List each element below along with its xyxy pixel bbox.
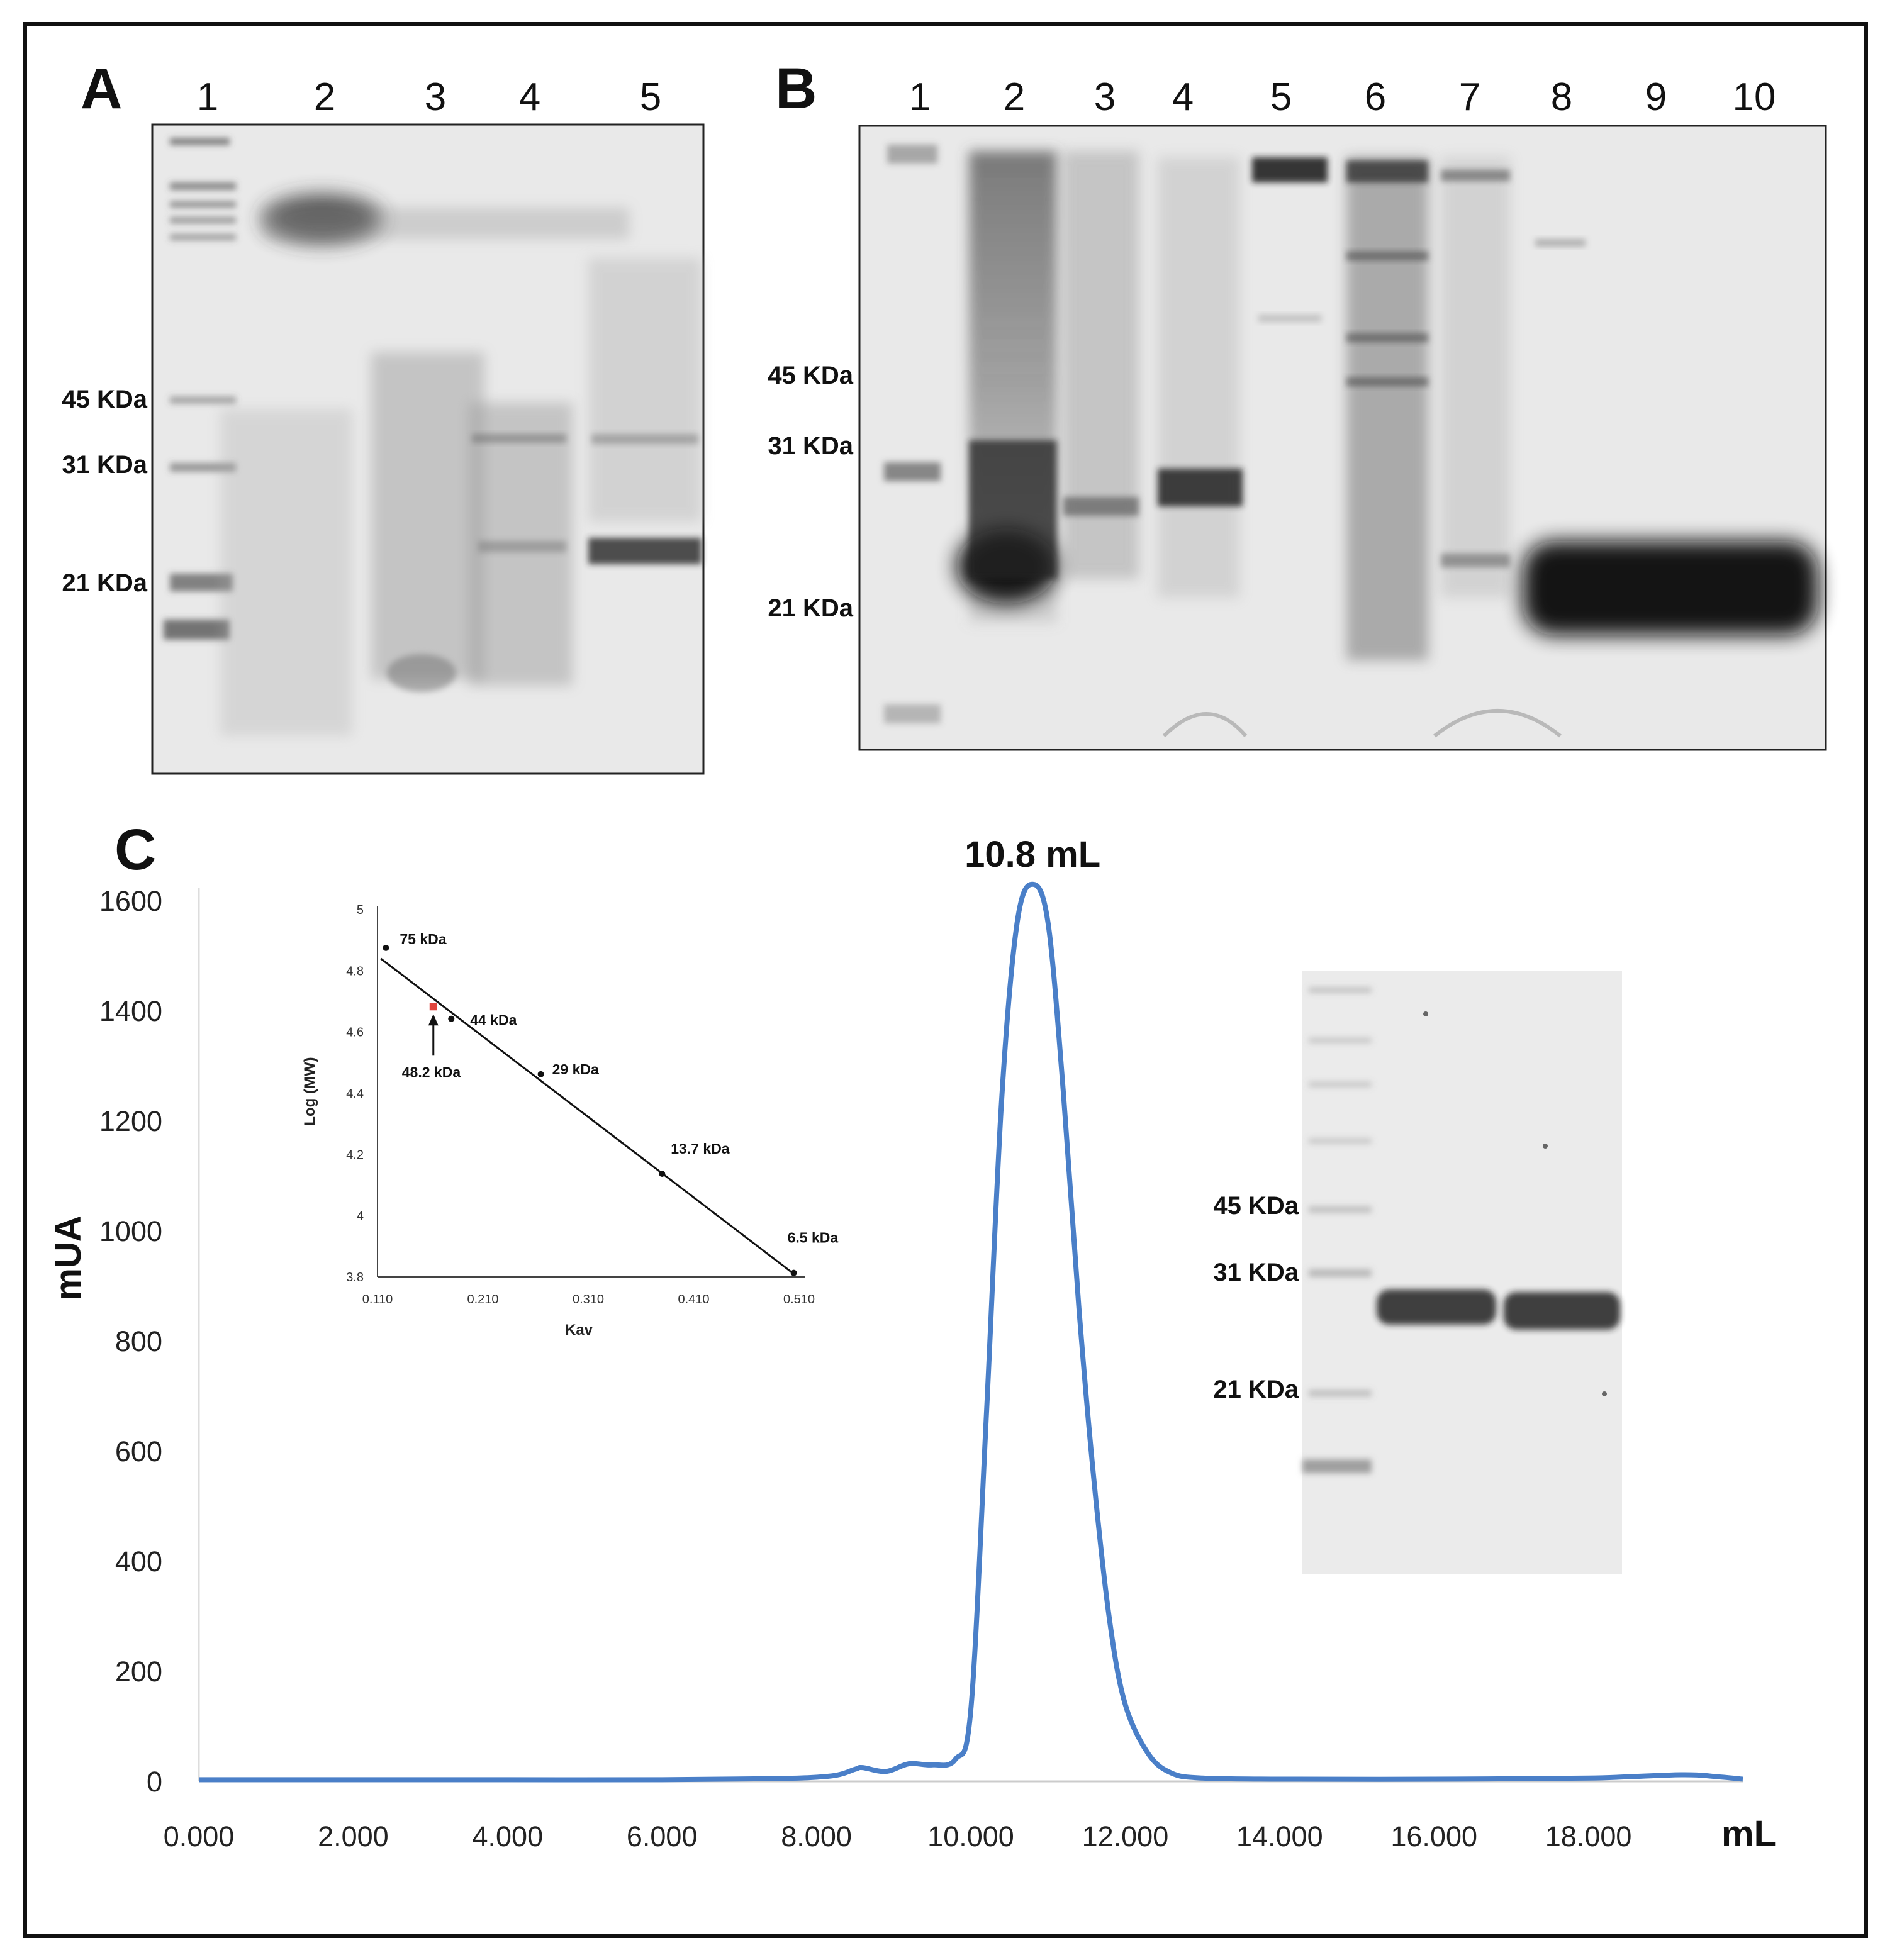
panel-a-gel — [151, 123, 705, 775]
y-tick-label: 1400 — [99, 995, 162, 1027]
calibration-point — [537, 1071, 544, 1077]
panel-b-lane-label: 6 — [1365, 75, 1386, 119]
inset-y-tick-label: 4.4 — [346, 1087, 364, 1101]
inset-y-tick-label: 5 — [357, 903, 364, 917]
panel-a-lane-label: 3 — [425, 75, 446, 119]
x-axis-title: mL — [1721, 1813, 1776, 1854]
calibration-point — [659, 1170, 666, 1177]
calibration-point-label: 44 kDa — [470, 1012, 517, 1028]
inset-x-tick-label: 0.110 — [362, 1293, 393, 1306]
x-tick-label: 12.000 — [1082, 1820, 1169, 1852]
x-tick-label: 18.000 — [1545, 1820, 1632, 1852]
panel-a-marker-31: 31 KDa — [62, 451, 147, 479]
calibration-point — [383, 944, 389, 951]
panel-c: C 0 200 400 600 800 1000 1200 1400 1600 0.000 2.00… — [48, 818, 1776, 1854]
panel-a: A 1 2 3 4 5 — [62, 57, 705, 775]
y-axis-title: mUA — [48, 1215, 89, 1300]
panel-a-marker-21: 21 KDa — [62, 569, 147, 597]
inset-y-tick-label: 4 — [357, 1210, 364, 1223]
estimate-label: 48.2 kDa — [402, 1064, 461, 1080]
panel-a-lane-label: 2 — [314, 75, 335, 119]
calibration-point-label: 13.7 kDa — [671, 1140, 730, 1157]
panel-b-gel — [858, 125, 1827, 751]
x-tick-label: 16.000 — [1390, 1820, 1477, 1852]
y-tick-label: 1600 — [99, 885, 162, 917]
panel-b-letter: B — [775, 57, 817, 121]
panel-a-letter: A — [81, 57, 122, 121]
peak-annotation: 10.8 mL — [965, 834, 1100, 875]
inset-x-tick-label: 0.210 — [467, 1293, 498, 1306]
panel-b-marker-31: 31 KDa — [768, 432, 853, 460]
panel-a-lane-label: 4 — [519, 75, 540, 119]
estimate-arrow-head — [428, 1014, 439, 1026]
calibration-inset: 3.8 4 4.2 4.4 4.6 4.8 5 0.110 0.210 0.310 0.410 0.5… — [301, 903, 838, 1339]
x-tick-label: 4.000 — [472, 1820, 543, 1852]
chromatogram-line — [199, 881, 1743, 1783]
inset-x-title: Kav — [565, 1322, 593, 1339]
y-tick-label: 1000 — [99, 1215, 162, 1247]
calibration-point — [790, 1269, 797, 1276]
panel-c-marker-21: 21 KDa — [1213, 1376, 1299, 1403]
panel-b-lane-label: 1 — [909, 75, 931, 119]
x-tick-label: 10.000 — [927, 1820, 1014, 1852]
panel-a-lane-label: 5 — [640, 75, 661, 119]
inset-y-tick-label: 4.6 — [346, 1026, 364, 1040]
inset-x-tick-label: 0.410 — [678, 1293, 709, 1306]
panel-c-marker-45: 45 KDa — [1213, 1192, 1299, 1220]
x-tick-label: 2.000 — [318, 1820, 389, 1852]
panel-b-lane-label: 10 — [1733, 75, 1776, 119]
panel-b-lane-label: 4 — [1172, 75, 1194, 119]
inset-y-tick-label: 4.2 — [346, 1148, 364, 1162]
inset-y-title: Log (MW) — [301, 1057, 318, 1125]
inset-y-tick-label: 3.8 — [346, 1271, 364, 1284]
calibration-point-label: 6.5 kDa — [788, 1230, 839, 1246]
y-tick-label: 0 — [147, 1766, 162, 1798]
panel-b-lane-label: 3 — [1094, 75, 1116, 119]
panel-b-lane-label: 2 — [1004, 75, 1025, 119]
calibration-point-label: 75 kDa — [400, 931, 446, 947]
panel-b-marker-45: 45 KDa — [768, 362, 853, 389]
chromatogram-chart: 0 200 400 600 800 1000 1200 1400 1600 0.000 2.000 4… — [48, 834, 1776, 1854]
inset-x-tick-label: 0.310 — [573, 1293, 604, 1306]
calibration-point — [448, 1015, 455, 1022]
panel-a-lane-label: 1 — [197, 75, 218, 119]
panel-b: B 1 2 3 4 5 6 7 8 9 10 — [768, 57, 1827, 751]
panel-a-marker-45: 45 KDa — [62, 386, 147, 413]
panel-c-letter: C — [115, 818, 156, 882]
y-tick-label: 600 — [115, 1435, 162, 1467]
panel-b-lane-label: 8 — [1551, 75, 1572, 119]
x-tick-label: 14.000 — [1236, 1820, 1323, 1852]
x-tick-label: 6.000 — [627, 1820, 698, 1852]
y-tick-label: 200 — [115, 1656, 162, 1688]
y-tick-label: 800 — [115, 1325, 162, 1357]
inset-x-tick-label: 0.510 — [783, 1293, 815, 1306]
panel-c-gel — [1302, 971, 1622, 1574]
x-tick-label: 8.000 — [781, 1820, 852, 1852]
panel-c-marker-31: 31 KDa — [1213, 1259, 1299, 1286]
panel-b-lane-label: 7 — [1459, 75, 1480, 119]
calibration-fit-line — [380, 957, 795, 1275]
panel-b-marker-21: 21 KDa — [768, 594, 853, 622]
y-tick-label: 400 — [115, 1545, 162, 1578]
y-tick-label: 1200 — [99, 1105, 162, 1137]
panel-b-lane-label: 9 — [1645, 75, 1667, 119]
calibration-point-label: 29 kDa — [552, 1061, 599, 1077]
panel-b-lane-label: 5 — [1270, 75, 1292, 119]
inset-y-tick-label: 4.8 — [346, 964, 364, 978]
x-tick-label: 0.000 — [164, 1820, 235, 1852]
estimate-point — [429, 1003, 437, 1011]
